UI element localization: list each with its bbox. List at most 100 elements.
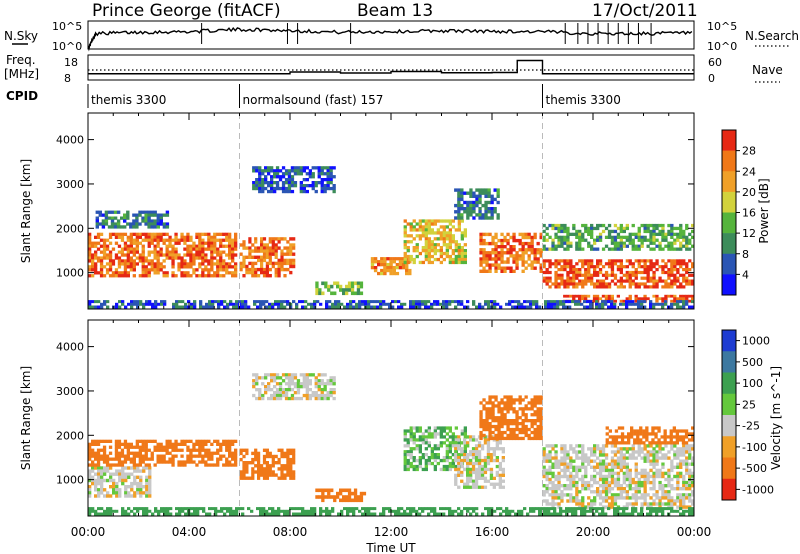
colorbar-swatch — [722, 212, 736, 234]
power-panel: 1000 2000 3000 4000 — [56, 112, 695, 310]
cpid-segment-1: normalsound (fast) 157 — [243, 93, 384, 107]
velocity-echo-region-7 — [479, 395, 543, 441]
colorbar-tick-label: -100 — [742, 441, 767, 454]
power-echo-region-2 — [239, 237, 296, 278]
colorbar-tick-label: 4 — [742, 268, 749, 281]
colorbar-tick-label: 12 — [742, 227, 756, 240]
freq-unit: [MHz] — [4, 67, 39, 81]
power-echo-region-8 — [479, 232, 543, 273]
nsky-tick-top: 10^5 — [52, 20, 82, 33]
colorbar-tick-label: -500 — [742, 462, 767, 475]
nsky-label: N.Sky — [4, 29, 38, 43]
y-tick-label: 3000 — [56, 178, 84, 191]
colorbar-swatch — [722, 478, 736, 501]
freq-panel — [87, 54, 695, 81]
velocity-echo-region-2 — [239, 448, 296, 480]
nave-tick-top: 60 — [708, 56, 722, 69]
colorbar-swatch — [722, 372, 736, 395]
velocity-echo-region-3 — [252, 373, 336, 401]
colorbar-tick-label: 500 — [742, 356, 763, 369]
nave-tick-bottom: 0 — [708, 72, 715, 85]
power-colorbar: 4 8 12 16 20 24 28 — [721, 129, 756, 296]
velocity-colorbar: 1000 500 100 25 -25 -100 -500 -1000 — [721, 329, 774, 501]
time-tick-label: 12:00 — [374, 525, 409, 539]
velocity-y-ticks: 1000 2000 3000 4000 — [56, 341, 694, 487]
time-tick-label: 04:00 — [172, 525, 207, 539]
colorbar-tick-label: 16 — [742, 207, 756, 220]
nsky-tick-bottom: 10^0 — [52, 40, 82, 53]
freq-tick-top: 18 — [64, 56, 78, 69]
power-echo-region-6 — [403, 219, 467, 265]
power-time-dividers — [239, 113, 543, 309]
velocity-colorbar-label: Velocity [m s^-1] — [769, 366, 783, 470]
power-colorbar-label: Power [dB] — [757, 178, 771, 243]
velocity-panel: 1000 2000 3000 4000 — [56, 319, 695, 517]
y-tick-label: 2000 — [56, 429, 84, 442]
freq-tick-bottom: 8 — [64, 72, 71, 85]
freq-label: Freq. — [6, 53, 36, 67]
velocity-echo-region-9 — [605, 426, 695, 445]
colorbar-tick-label: -1000 — [742, 483, 774, 496]
y-tick-label: 1000 — [56, 267, 84, 280]
power-echo-region-5 — [370, 257, 412, 276]
station-title: Prince George (fitACF) — [92, 1, 281, 21]
power-echo-region-1 — [95, 210, 170, 229]
colorbar-swatch — [722, 130, 736, 151]
colorbar-swatch — [722, 393, 736, 416]
colorbar-swatch — [722, 457, 736, 480]
beam-label: Beam 13 — [357, 1, 433, 21]
cpid-row: themis 3300 normalsound (fast) 157 themis … — [87, 84, 621, 108]
y-tick-label: 2000 — [56, 222, 84, 235]
colorbar-tick-label: 8 — [742, 248, 749, 261]
x-axis-label: Time UT — [365, 541, 416, 554]
power-echoes — [88, 166, 695, 309]
colorbar-swatch — [722, 171, 736, 193]
colorbar-swatch — [722, 191, 736, 213]
velocity-echo-region-8 — [542, 444, 695, 509]
colorbar-tick-label: 24 — [742, 165, 756, 178]
power-y-axis-label: Slant Range [km] — [19, 159, 33, 263]
colorbar-swatch — [722, 330, 736, 352]
velocity-echo-region-6 — [454, 435, 505, 489]
colorbar-tick-label: 25 — [742, 398, 756, 411]
y-tick-label: 3000 — [56, 385, 84, 398]
velocity-echo-region-1 — [88, 439, 238, 467]
velocity-echo-region-4 — [315, 488, 367, 503]
colorbar-tick-label: -25 — [742, 420, 760, 433]
nsearch-tick-bottom: 10^0 — [707, 40, 737, 53]
colorbar-tick-label: 20 — [742, 186, 756, 199]
power-echo-region-9 — [542, 259, 695, 289]
date-label: 17/Oct/2011 — [592, 1, 698, 21]
velocity-time-dividers — [239, 320, 543, 516]
colorbar-swatch — [722, 351, 736, 373]
velocity-echoes — [88, 373, 695, 516]
colorbar-tick-label: 100 — [742, 377, 763, 390]
y-tick-label: 4000 — [56, 134, 84, 147]
cpid-segment-2: themis 3300 — [546, 93, 621, 107]
nsearch-label: N.Search — [745, 29, 799, 43]
power-y-ticks: 1000 2000 3000 4000 — [56, 134, 694, 280]
colorbar-tick-label: 1000 — [742, 335, 770, 348]
nsearch-tick-top: 10^5 — [707, 20, 737, 33]
colorbar-swatch — [722, 274, 736, 296]
power-echo-region-7 — [454, 188, 500, 220]
power-x-ticks — [87, 113, 695, 309]
colorbar-tick-label: 28 — [742, 145, 756, 158]
colorbar-swatch — [722, 150, 736, 172]
power-echo-region-0 — [88, 232, 238, 278]
time-tick-label: 20:00 — [576, 525, 611, 539]
colorbar-frame — [721, 329, 737, 501]
power-echo-region-4 — [315, 281, 364, 296]
nsearch-spikes — [201, 23, 652, 44]
velocity-y-axis-label: Slant Range [km] — [19, 366, 33, 470]
time-tick-label: 16:00 — [475, 525, 510, 539]
time-tick-label: 00:00 — [677, 525, 712, 539]
colorbar-swatch — [722, 233, 736, 255]
y-tick-label: 4000 — [56, 341, 84, 354]
nsky-line — [87, 26, 693, 52]
time-tick-label: 08:00 — [273, 525, 308, 539]
cpid-label: CPID — [6, 89, 38, 103]
power-echo-region-3 — [252, 166, 336, 194]
colorbar-swatch — [722, 415, 736, 437]
